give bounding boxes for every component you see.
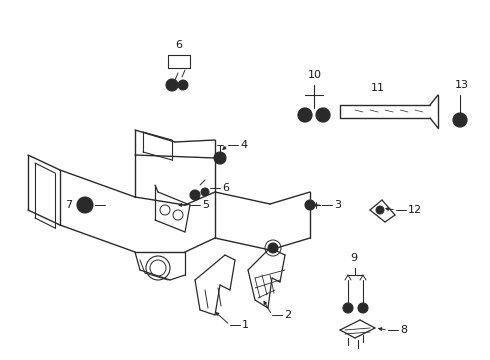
Circle shape [178,80,188,90]
Text: 9: 9 [350,253,357,263]
Text: 4: 4 [240,140,247,150]
Circle shape [190,190,200,200]
Circle shape [301,111,309,119]
Text: 3: 3 [334,200,341,210]
Circle shape [214,152,226,164]
Circle shape [453,113,467,127]
Text: 10: 10 [308,70,322,80]
Text: 7: 7 [65,200,72,210]
Text: 12: 12 [408,205,422,215]
Text: 5: 5 [202,200,209,210]
Circle shape [456,116,464,124]
Text: 8: 8 [400,325,407,335]
Text: 6: 6 [222,183,229,193]
Circle shape [201,188,209,196]
Circle shape [319,111,327,119]
Circle shape [316,108,330,122]
Text: 13: 13 [455,80,469,90]
Circle shape [376,206,384,214]
Circle shape [343,303,353,313]
Text: 6: 6 [175,40,182,50]
Circle shape [305,200,315,210]
Circle shape [166,79,178,91]
Text: 1: 1 [242,320,249,330]
Circle shape [268,243,278,253]
Text: 2: 2 [284,310,291,320]
Text: 11: 11 [371,83,385,93]
Circle shape [298,108,312,122]
Circle shape [77,197,93,213]
Circle shape [358,303,368,313]
